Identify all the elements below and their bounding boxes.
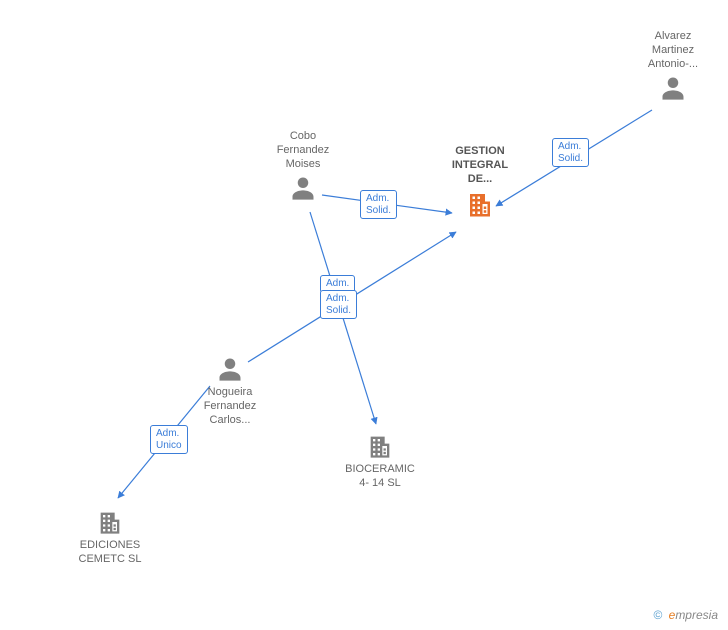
person-icon (216, 355, 244, 383)
node-bioceramic[interactable]: BIOCERAMIC 4- 14 SL (335, 432, 425, 491)
edge-label: Adm. Solid. (552, 138, 589, 167)
node-label: Alvarez Martinez Antonio-... (638, 30, 708, 71)
edge-label: Adm. Solid. (360, 190, 397, 219)
node-label: BIOCERAMIC 4- 14 SL (335, 463, 425, 491)
node-label: Nogueira Fernandez Carlos... (195, 386, 265, 427)
node-ediciones[interactable]: EDICIONES CEMETC SL (70, 508, 150, 567)
watermark: © empresia (653, 608, 718, 622)
node-label: EDICIONES CEMETC SL (70, 539, 150, 567)
node-alvarez[interactable]: Alvarez Martinez Antonio-... (638, 30, 708, 102)
node-label: GESTION INTEGRAL DE... (440, 145, 520, 186)
node-gestion[interactable]: GESTION INTEGRAL DE... (440, 145, 520, 219)
edge-label: Adm. Solid. (320, 290, 357, 319)
diagram-canvas: Alvarez Martinez Antonio-... Cobo Fernan… (0, 0, 728, 630)
person-icon (659, 74, 687, 102)
edge-label: Adm. Unico (150, 425, 188, 454)
node-label: Cobo Fernandez Moises (268, 130, 338, 171)
building-icon (465, 189, 495, 219)
node-nogueira[interactable]: Nogueira Fernandez Carlos... (195, 355, 265, 427)
brand-rest: mpresia (675, 608, 718, 622)
building-icon (96, 508, 124, 536)
node-cobo[interactable]: Cobo Fernandez Moises (268, 130, 338, 202)
person-icon (289, 174, 317, 202)
building-icon (366, 432, 394, 460)
copyright-symbol: © (653, 608, 662, 622)
